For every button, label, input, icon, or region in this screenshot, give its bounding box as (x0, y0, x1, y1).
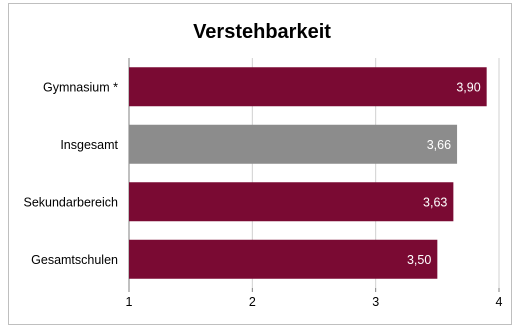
x-tick-label: 3 (372, 295, 379, 309)
bar-value-label: 3,90 (456, 80, 480, 94)
x-tick-label: 4 (496, 295, 503, 309)
bar-value-label: 3,66 (427, 138, 451, 152)
category-label: Sekundarbereich (23, 195, 118, 209)
bar-value-label: 3,50 (407, 253, 431, 267)
x-tick-label: 2 (249, 295, 256, 309)
bar (129, 240, 437, 279)
category-label: Insgesamt (60, 138, 118, 152)
chart-title: Verstehbarkeit (193, 21, 331, 43)
category-label: Gesamtschulen (31, 253, 118, 267)
bar (129, 125, 457, 164)
category-label: Gymnasium * (43, 80, 118, 94)
x-tick-label: 1 (126, 295, 133, 309)
bar (129, 67, 487, 106)
bar (129, 182, 453, 221)
bar-value-label: 3,63 (423, 195, 447, 209)
